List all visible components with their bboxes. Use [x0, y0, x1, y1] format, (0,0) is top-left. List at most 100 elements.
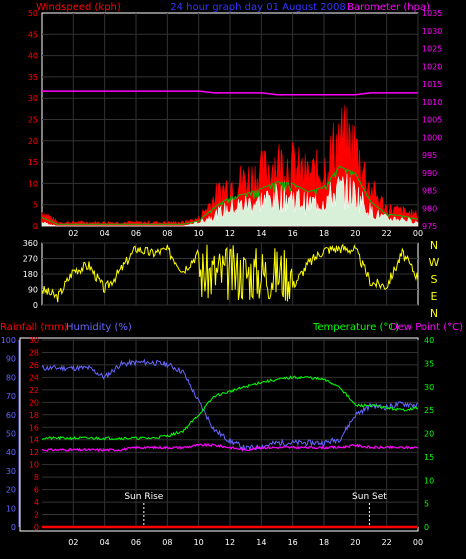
wind-xtick-label: 12 — [225, 229, 235, 238]
wind-ytick-label: 20 — [28, 137, 38, 146]
lower-xtick-label: 06 — [131, 538, 141, 547]
wind-ytick-label: 5 — [33, 201, 38, 210]
humidity-line — [41, 358, 419, 452]
barometer-ytick-label: 1035 — [422, 9, 442, 18]
rain-ytick-label: 12 — [29, 448, 39, 457]
compass-label: N — [430, 239, 438, 252]
wind-xtick-label: 22 — [382, 229, 392, 238]
barometer-ytick-label: 990 — [422, 169, 437, 178]
lower-xtick-label: 18 — [319, 538, 329, 547]
barometer-line — [42, 90, 418, 96]
temperature-ytick-label: 0 — [424, 523, 429, 532]
temperature-axis-title: Temperature (°C) — [312, 322, 399, 333]
wind-trend-line — [41, 165, 418, 225]
rain-ytick-label: 24 — [29, 373, 39, 382]
compass-label: N — [430, 307, 438, 320]
barometer-ytick-label: 975 — [422, 222, 437, 231]
humidity-axis-title: Humidity (%) — [66, 322, 132, 333]
direction-ytick-label: 90 — [28, 286, 38, 295]
barometer-ytick-label: 1030 — [422, 27, 442, 36]
rain-ytick-label: 22 — [29, 386, 39, 395]
temperature-ytick-label: 30 — [424, 383, 434, 392]
wind-ytick-label: 15 — [28, 158, 38, 167]
barometer-ytick-label: 985 — [422, 187, 437, 196]
barometer-ytick-label: 1015 — [422, 80, 442, 89]
wind-xtick-label: 14 — [256, 229, 266, 238]
humidity-ytick-label: 40 — [6, 448, 16, 457]
compass-label: E — [431, 290, 438, 303]
rain-ytick-label: 16 — [29, 423, 39, 432]
direction-ytick-label: 360 — [23, 239, 38, 248]
lower-xtick-label: 16 — [288, 538, 298, 547]
barometer-ytick-label: 1000 — [422, 133, 442, 142]
wind-ytick-label: 50 — [28, 9, 38, 18]
wind-xtick-label: 20 — [350, 229, 360, 238]
barometer-ytick-label: 1005 — [422, 116, 442, 125]
graph-title: 24 hour graph day 01 August 2008 — [170, 2, 346, 13]
lower-xtick-label: 14 — [256, 538, 266, 547]
lower-xtick-label: 04 — [100, 538, 110, 547]
wind-ytick-label: 0 — [33, 222, 38, 231]
wind-xtick-label: 18 — [319, 229, 329, 238]
rain-ytick-label: 20 — [29, 398, 39, 407]
humidity-ytick-label: 20 — [6, 486, 16, 495]
rainfall-axis-title: Rainfall (mm) — [0, 322, 68, 333]
barometer-ytick-label: 980 — [422, 204, 437, 213]
humidity-ytick-label: 60 — [6, 411, 16, 420]
lower-xtick-label: 12 — [225, 538, 235, 547]
temperature-ytick-label: 35 — [424, 359, 434, 368]
humidity-ytick-label: 10 — [6, 504, 16, 513]
temperature-ytick-label: 40 — [424, 336, 434, 345]
direction-ytick-label: 270 — [23, 255, 38, 264]
rain-ytick-label: 0 — [34, 523, 39, 532]
wind-xtick-label: 08 — [162, 229, 172, 238]
temperature-ytick-label: 5 — [424, 500, 429, 509]
windspeed-axis-title: Windspeed (kph) — [36, 2, 121, 13]
barometer-ytick-label: 1025 — [422, 45, 442, 54]
wind-xtick-label: 00 — [413, 229, 423, 238]
lower-xtick-label: 22 — [382, 538, 392, 547]
lower-xtick-label: 08 — [162, 538, 172, 547]
temperature-ytick-label: 10 — [424, 476, 434, 485]
temperature-ytick-label: 20 — [424, 430, 434, 439]
humidity-ytick-label: 50 — [6, 430, 16, 439]
wind-xtick-label: 02 — [68, 229, 78, 238]
barometer-ytick-label: 995 — [422, 151, 437, 160]
rain-ytick-label: 6 — [34, 486, 39, 495]
rain-ytick-label: 18 — [29, 411, 39, 420]
humidity-ytick-label: 0 — [11, 523, 16, 532]
compass-label: W — [429, 256, 440, 269]
lower-xtick-label: 20 — [350, 538, 360, 547]
rain-ytick-label: 14 — [29, 436, 39, 445]
temperature-line — [41, 375, 419, 441]
compass-label: S — [431, 273, 438, 286]
wind-xtick-label: 16 — [288, 229, 298, 238]
dewpoint-line — [41, 442, 419, 453]
wind-average-area — [41, 173, 419, 227]
wind-gust-area — [41, 104, 419, 227]
lower-xtick-label: 10 — [194, 538, 204, 547]
humidity-ytick-label: 70 — [6, 392, 16, 401]
wind-ytick-label: 35 — [28, 73, 38, 82]
temperature-ytick-label: 25 — [424, 406, 434, 415]
lower-xtick-label: 00 — [413, 538, 423, 547]
wind-xtick-label: 10 — [194, 229, 204, 238]
wind-ytick-label: 30 — [28, 94, 38, 103]
rain-ytick-label: 28 — [29, 348, 39, 357]
temperature-ytick-label: 15 — [424, 453, 434, 462]
humidity-ytick-label: 30 — [6, 467, 16, 476]
wind-xtick-label: 06 — [131, 229, 141, 238]
humidity-ytick-label: 100 — [1, 336, 16, 345]
humidity-ytick-label: 80 — [6, 373, 16, 382]
rain-ytick-label: 8 — [34, 473, 39, 482]
rain-ytick-label: 30 — [29, 336, 39, 345]
lower-plot: 0246810121416182022242628300102030405060… — [1, 336, 434, 547]
humidity-ytick-label: 90 — [6, 355, 16, 364]
barometer-ytick-label: 1020 — [422, 62, 442, 71]
wind-xtick-label: 04 — [100, 229, 110, 238]
dewpoint-axis-title: Dew Point (°C) — [390, 322, 463, 333]
wind-plot: 0510152025303540455097598098599099510001… — [28, 9, 443, 238]
rain-ytick-label: 26 — [29, 361, 39, 370]
